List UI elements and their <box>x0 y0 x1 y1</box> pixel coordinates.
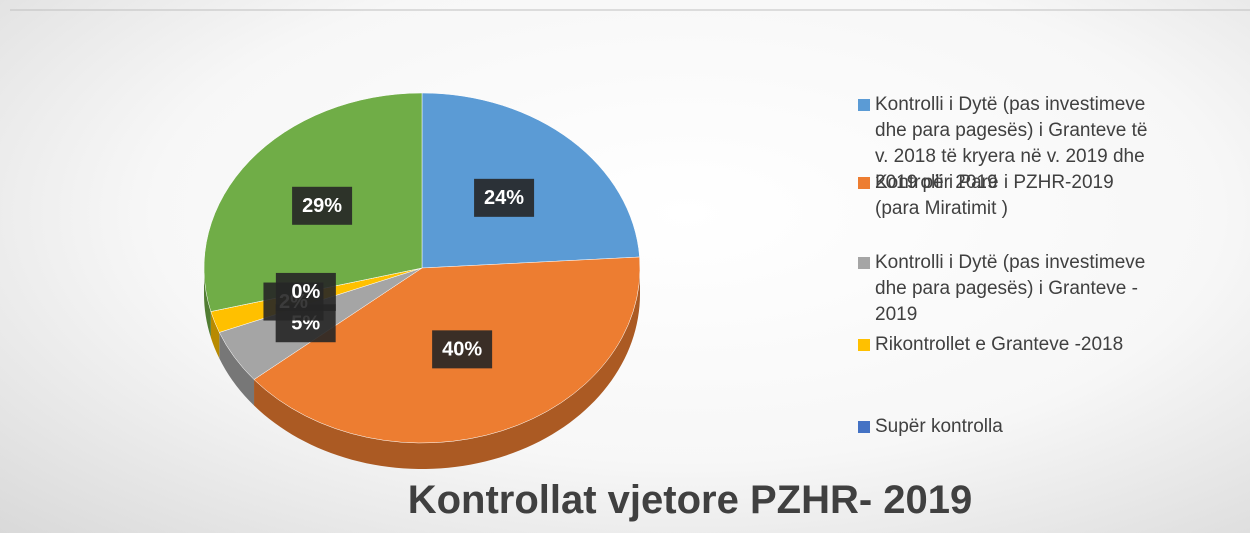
legend-item: Kontrolli i Dytë (pas investimeve dhe pa… <box>858 250 1158 328</box>
label-text: 40% <box>442 339 482 361</box>
pie-side <box>204 268 211 338</box>
pie-side <box>219 332 255 406</box>
legend-label: Kontrolli i Parë i PZHR-2019 (para Mirat… <box>875 172 1114 219</box>
label-text: 0% <box>291 281 320 303</box>
legend-item: Kontrolli i Dytë (pas investimeve dhe pa… <box>858 92 1158 196</box>
data-label: 40% <box>432 330 493 369</box>
label-box <box>292 186 353 225</box>
pie-side <box>254 268 640 469</box>
label-text: 24% <box>484 187 524 209</box>
legend-swatch <box>858 339 870 351</box>
legend-label: Kontrolli i Dytë (pas investimeve dhe pa… <box>875 94 1148 193</box>
legend-item: Supër kontrolla <box>858 414 1003 440</box>
data-label: 24% <box>474 178 535 217</box>
legend-swatch <box>858 177 870 189</box>
label-text: 29% <box>302 195 342 217</box>
legend-label: Rikontrollet e Granteve -2018 <box>875 334 1124 355</box>
data-label: 29% <box>292 186 353 225</box>
legend-swatch <box>858 257 870 269</box>
pie-side <box>210 311 220 359</box>
label-box <box>432 330 493 369</box>
legend-label: Supër kontrolla <box>875 416 1003 437</box>
data-label: 0% <box>275 272 336 311</box>
legend-item: Kontrolli i Parë i PZHR-2019 (para Mirat… <box>858 170 1158 222</box>
legend-item: Rikontrollet e Granteve -2018 <box>858 332 1123 358</box>
legend-label: Kontrolli i Dytë (pas investimeve dhe pa… <box>875 252 1146 325</box>
label-box <box>275 272 336 311</box>
legend-swatch <box>858 99 870 111</box>
chart-title: Kontrollat vjetore PZHR- 2019 <box>407 478 973 522</box>
label-box <box>474 178 535 217</box>
legend-swatch <box>858 421 870 433</box>
